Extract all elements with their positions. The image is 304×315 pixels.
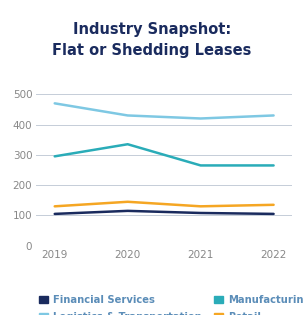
Legend: Financial Services, Logistics & Transportation, Manufacturing, Retail: Financial Services, Logistics & Transpor… — [39, 295, 304, 315]
Text: Industry Snapshot:
Flat or Shedding Leases: Industry Snapshot: Flat or Shedding Leas… — [52, 22, 252, 58]
